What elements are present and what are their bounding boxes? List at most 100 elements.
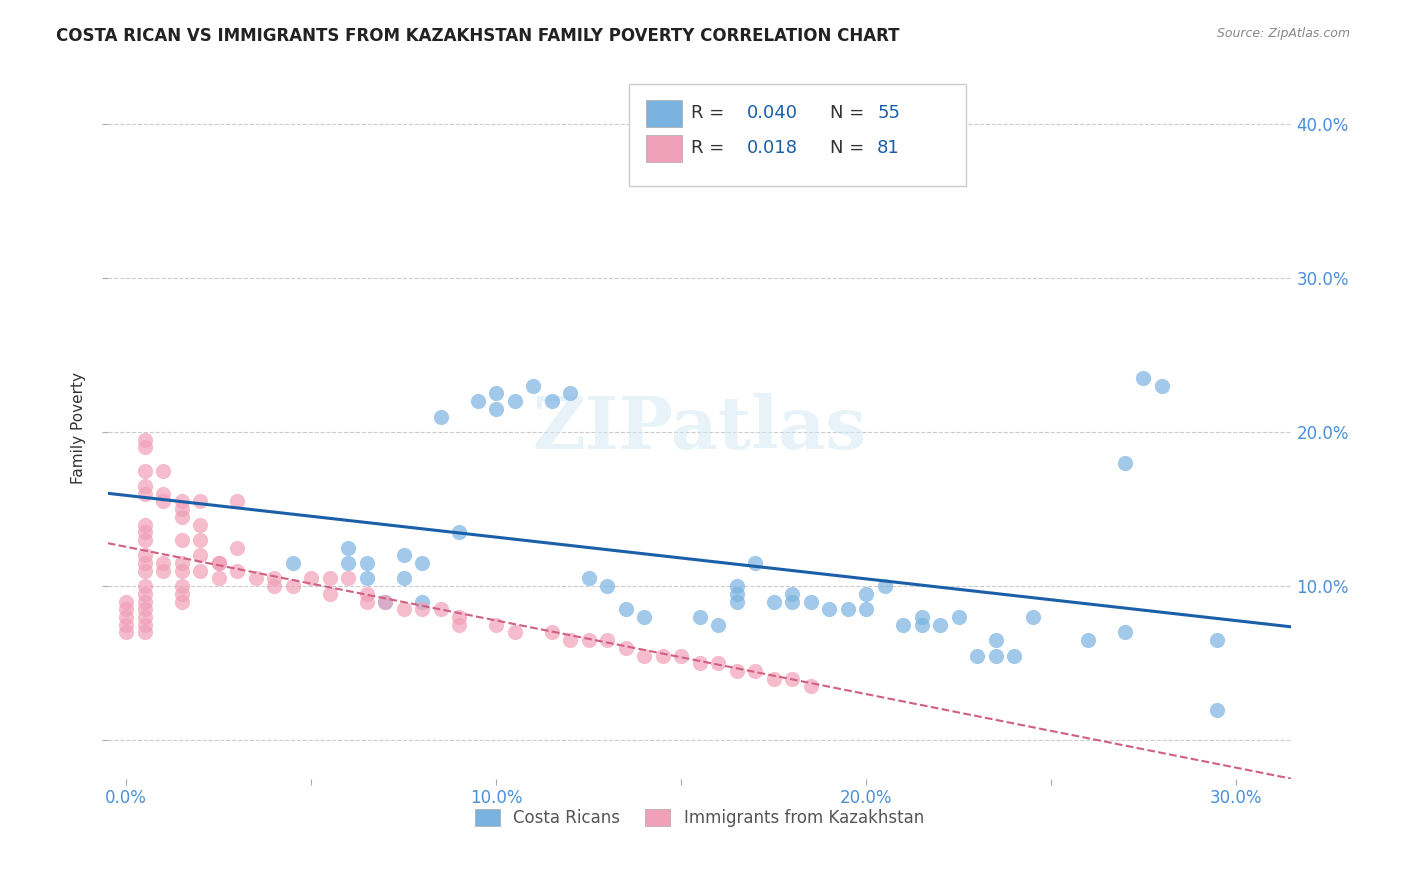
Point [134,594,156,608]
Point [134,479,156,493]
Text: N =: N = [830,138,870,157]
Point [115,594,138,608]
Point [337,572,360,586]
Point [134,617,156,632]
Point [188,564,211,578]
Point [891,617,914,632]
Point [134,433,156,447]
Point [337,556,360,570]
Text: Source: ZipAtlas.com: Source: ZipAtlas.com [1216,27,1350,40]
Text: COSTA RICAN VS IMMIGRANTS FROM KAZAKHSTAN FAMILY POVERTY CORRELATION CHART: COSTA RICAN VS IMMIGRANTS FROM KAZAKHSTA… [56,27,900,45]
Point [1021,610,1043,624]
Point [392,572,415,586]
Point [633,610,655,624]
Point [208,572,231,586]
Point [910,610,932,624]
Point [170,502,193,516]
Point [689,610,711,624]
Point [725,594,748,608]
Point [299,572,322,586]
Point [725,664,748,678]
Text: N =: N = [830,103,870,121]
Point [134,533,156,547]
Point [800,594,823,608]
Point [226,564,249,578]
Point [578,633,600,648]
Point [429,409,451,424]
Point [374,594,396,608]
Point [188,494,211,508]
Text: 55: 55 [877,103,900,121]
Point [614,640,637,655]
Point [115,625,138,640]
Point [281,556,304,570]
Point [152,494,174,508]
Point [689,657,711,671]
Point [800,680,823,694]
Point [356,594,378,608]
Point [669,648,692,663]
Point [170,587,193,601]
Point [614,602,637,616]
Point [540,625,562,640]
Point [633,648,655,663]
Point [503,625,526,640]
Point [929,617,952,632]
Point [449,525,471,540]
Point [449,610,471,624]
Point [263,579,285,593]
Point [707,657,730,671]
Point [1114,625,1136,640]
Point [411,602,433,616]
Point [134,549,156,563]
Point [503,394,526,409]
FancyBboxPatch shape [647,135,682,161]
Point [707,617,730,632]
Point [115,610,138,624]
Point [134,610,156,624]
Point [152,464,174,478]
Point [245,572,267,586]
Point [818,602,841,616]
Point [188,533,211,547]
Point [485,617,508,632]
Point [780,594,803,608]
Point [540,394,562,409]
Point [115,602,138,616]
Point [762,672,785,686]
Point [392,602,415,616]
Point [281,579,304,593]
Point [855,602,877,616]
FancyBboxPatch shape [628,85,966,186]
Point [744,664,766,678]
Point [134,579,156,593]
Point [1077,633,1099,648]
Point [152,564,174,578]
Point [1150,378,1173,392]
Point [188,517,211,532]
Point [596,633,619,648]
Point [725,587,748,601]
Point [226,541,249,555]
Point [152,486,174,500]
Point [134,625,156,640]
Point [560,633,582,648]
Point [170,494,193,508]
Point [596,579,619,593]
Point [134,464,156,478]
FancyBboxPatch shape [647,100,682,127]
Point [337,541,360,555]
Text: ZIPatlas: ZIPatlas [533,392,866,464]
Point [966,648,988,663]
Point [762,594,785,608]
Point [578,572,600,586]
Point [134,441,156,455]
Point [188,549,211,563]
Point [134,556,156,570]
Text: R =: R = [692,138,730,157]
Point [560,386,582,401]
Point [170,579,193,593]
Point [449,617,471,632]
Point [485,386,508,401]
Point [208,556,231,570]
